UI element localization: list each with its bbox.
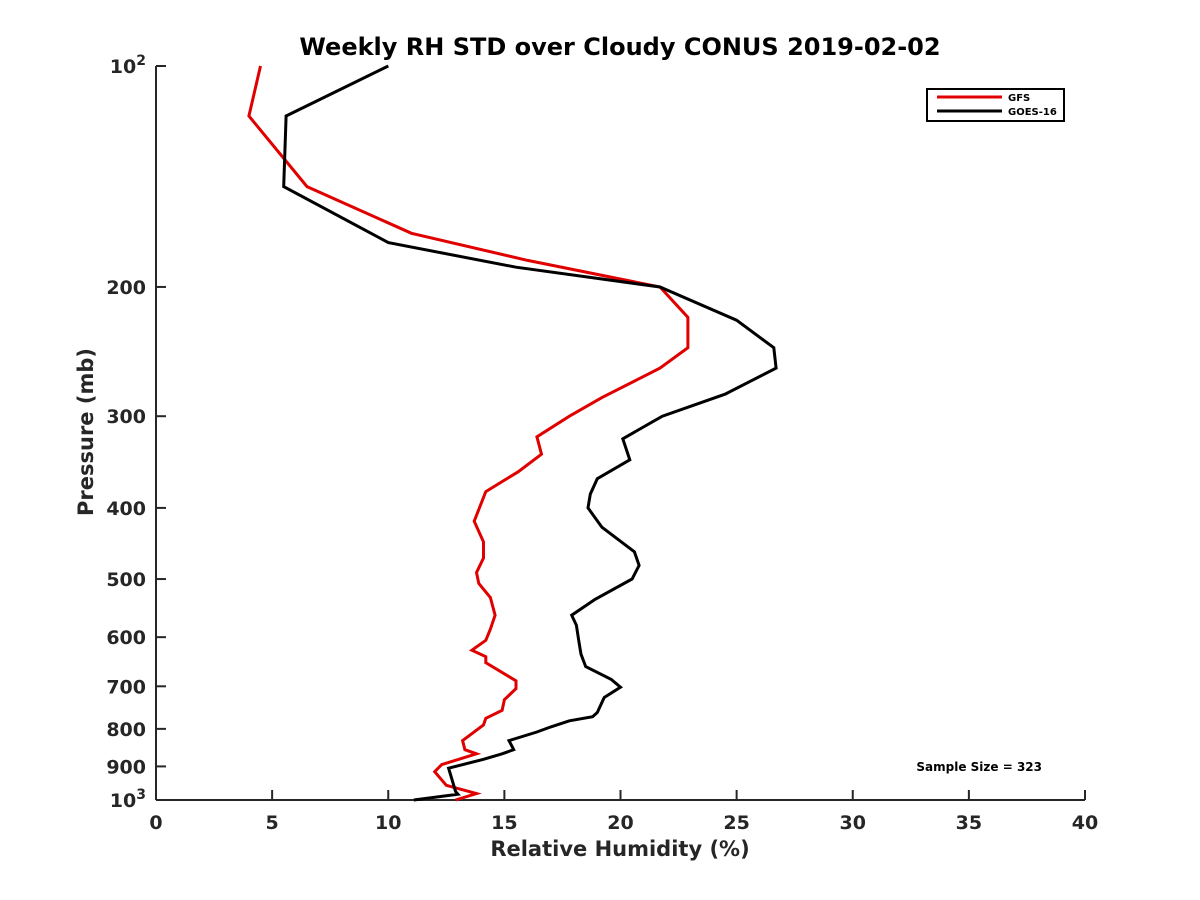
y-tick-label: 800 (106, 719, 146, 741)
y-tick-label: 700 (106, 676, 146, 698)
x-tick-label: 25 (723, 812, 749, 834)
y-tick-label: 600 (106, 627, 146, 649)
y-tick-label: 200 (106, 277, 146, 299)
legend: GFS GOES-16 (926, 88, 1065, 122)
x-tick-label: 5 (266, 812, 279, 834)
y-tick-label: 500 (106, 569, 146, 591)
series-lines (247, 64, 778, 802)
legend-label-goes16: GOES-16 (1008, 107, 1057, 118)
series-line-goes16 (282, 64, 778, 802)
legend-label-gfs: GFS (1008, 93, 1030, 104)
x-axis-label: Relative Humidity (%) (490, 837, 749, 861)
y-axis-label: Pressure (mb) (74, 348, 98, 516)
x-tick-label: 0 (149, 812, 162, 834)
x-tick-label: 15 (491, 812, 517, 834)
y-tick-label: 900 (106, 756, 146, 778)
y-tick-label: 103 (110, 787, 146, 812)
y-axis-ticks: 102 200 300 400 500 600 700 800 900 103 (106, 53, 166, 812)
chart-title: Weekly RH STD over Cloudy CONUS 2019-02-… (299, 33, 940, 61)
y-tick-label: 102 (110, 53, 146, 78)
sample-size-annotation: Sample Size = 323 (916, 760, 1042, 774)
y-tick-label: 400 (106, 498, 146, 520)
axes (155, 66, 1085, 801)
x-axis-ticks: 0 5 10 15 20 25 30 35 40 (149, 790, 1098, 834)
x-tick-label: 10 (375, 812, 401, 834)
x-tick-label: 20 (607, 812, 633, 834)
x-tick-label: 40 (1072, 812, 1098, 834)
series-line-gfs (247, 65, 690, 802)
x-tick-label: 30 (840, 812, 866, 834)
x-tick-label: 35 (956, 812, 982, 834)
y-tick-label: 300 (106, 406, 146, 428)
legend-box (926, 88, 1065, 122)
